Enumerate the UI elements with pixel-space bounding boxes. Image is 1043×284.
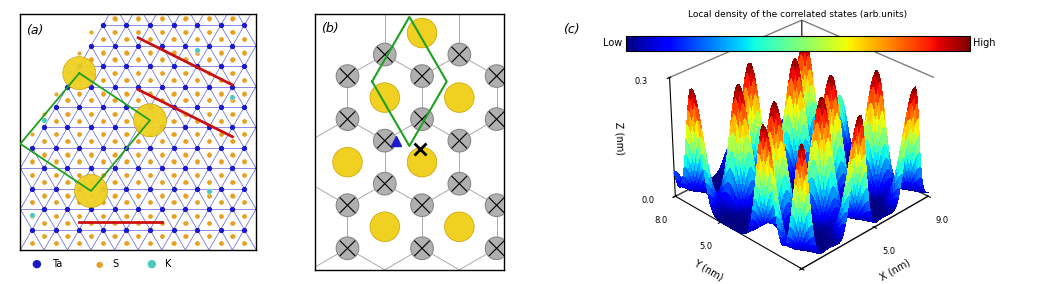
Text: (a): (a): [26, 24, 44, 37]
Text: S: S: [113, 259, 119, 269]
Circle shape: [448, 129, 470, 152]
Circle shape: [485, 237, 508, 260]
Text: Low: Low: [603, 38, 623, 48]
Circle shape: [336, 237, 359, 260]
Text: ●: ●: [96, 260, 102, 269]
Text: High: High: [973, 38, 996, 48]
Text: Ta: Ta: [52, 259, 63, 269]
Circle shape: [485, 194, 508, 216]
Circle shape: [411, 108, 433, 130]
Circle shape: [411, 65, 433, 87]
Circle shape: [373, 43, 396, 66]
Circle shape: [485, 65, 508, 87]
Circle shape: [74, 174, 107, 208]
Circle shape: [370, 83, 399, 112]
Text: (c): (c): [563, 23, 580, 36]
Circle shape: [373, 129, 396, 152]
Circle shape: [370, 212, 399, 242]
Circle shape: [336, 194, 359, 216]
Circle shape: [336, 108, 359, 130]
Circle shape: [407, 18, 437, 48]
Text: Local density of the correlated states (arb.units): Local density of the correlated states (…: [688, 10, 907, 19]
Text: K: K: [165, 259, 171, 269]
Circle shape: [407, 147, 437, 177]
Circle shape: [63, 57, 96, 90]
Circle shape: [411, 194, 433, 216]
Circle shape: [411, 237, 433, 260]
X-axis label: X (nm): X (nm): [878, 258, 912, 283]
Circle shape: [373, 172, 396, 195]
Circle shape: [485, 108, 508, 130]
Text: ●: ●: [31, 259, 42, 269]
Text: ●: ●: [146, 259, 156, 269]
Circle shape: [444, 212, 475, 242]
Circle shape: [448, 43, 470, 66]
Circle shape: [333, 147, 362, 177]
Circle shape: [336, 65, 359, 87]
Circle shape: [444, 83, 475, 112]
Y-axis label: Y (nm): Y (nm): [693, 258, 725, 283]
Circle shape: [134, 104, 167, 137]
Circle shape: [448, 172, 470, 195]
Text: (b): (b): [320, 22, 338, 35]
